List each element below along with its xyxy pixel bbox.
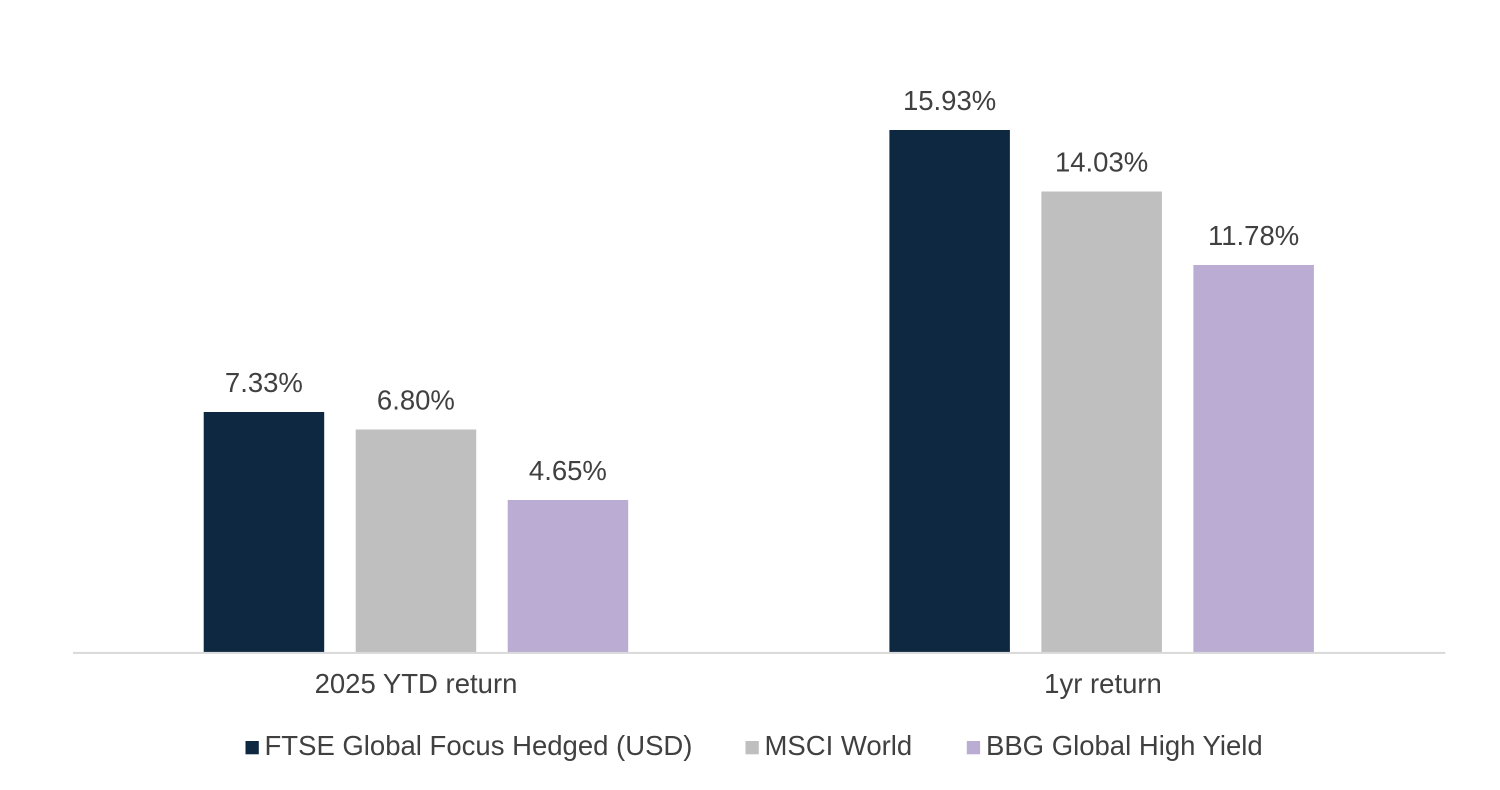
svg-text:4.65%: 4.65% xyxy=(529,455,607,486)
svg-text:2025 YTD return: 2025 YTD return xyxy=(315,668,518,699)
svg-text:14.03%: 14.03% xyxy=(1055,147,1148,178)
svg-text:FTSE Global Focus Hedged (USD): FTSE Global Focus Hedged (USD) xyxy=(265,730,693,761)
svg-text:15.93%: 15.93% xyxy=(903,85,996,116)
svg-text:1yr return: 1yr return xyxy=(1044,668,1162,699)
svg-text:BBG Global High Yield: BBG Global High Yield xyxy=(986,730,1263,761)
svg-text:11.78%: 11.78% xyxy=(1208,220,1299,251)
svg-text:MSCI World: MSCI World xyxy=(765,730,913,761)
svg-text:7.33%: 7.33% xyxy=(225,367,303,398)
svg-text:6.80%: 6.80% xyxy=(377,385,455,416)
